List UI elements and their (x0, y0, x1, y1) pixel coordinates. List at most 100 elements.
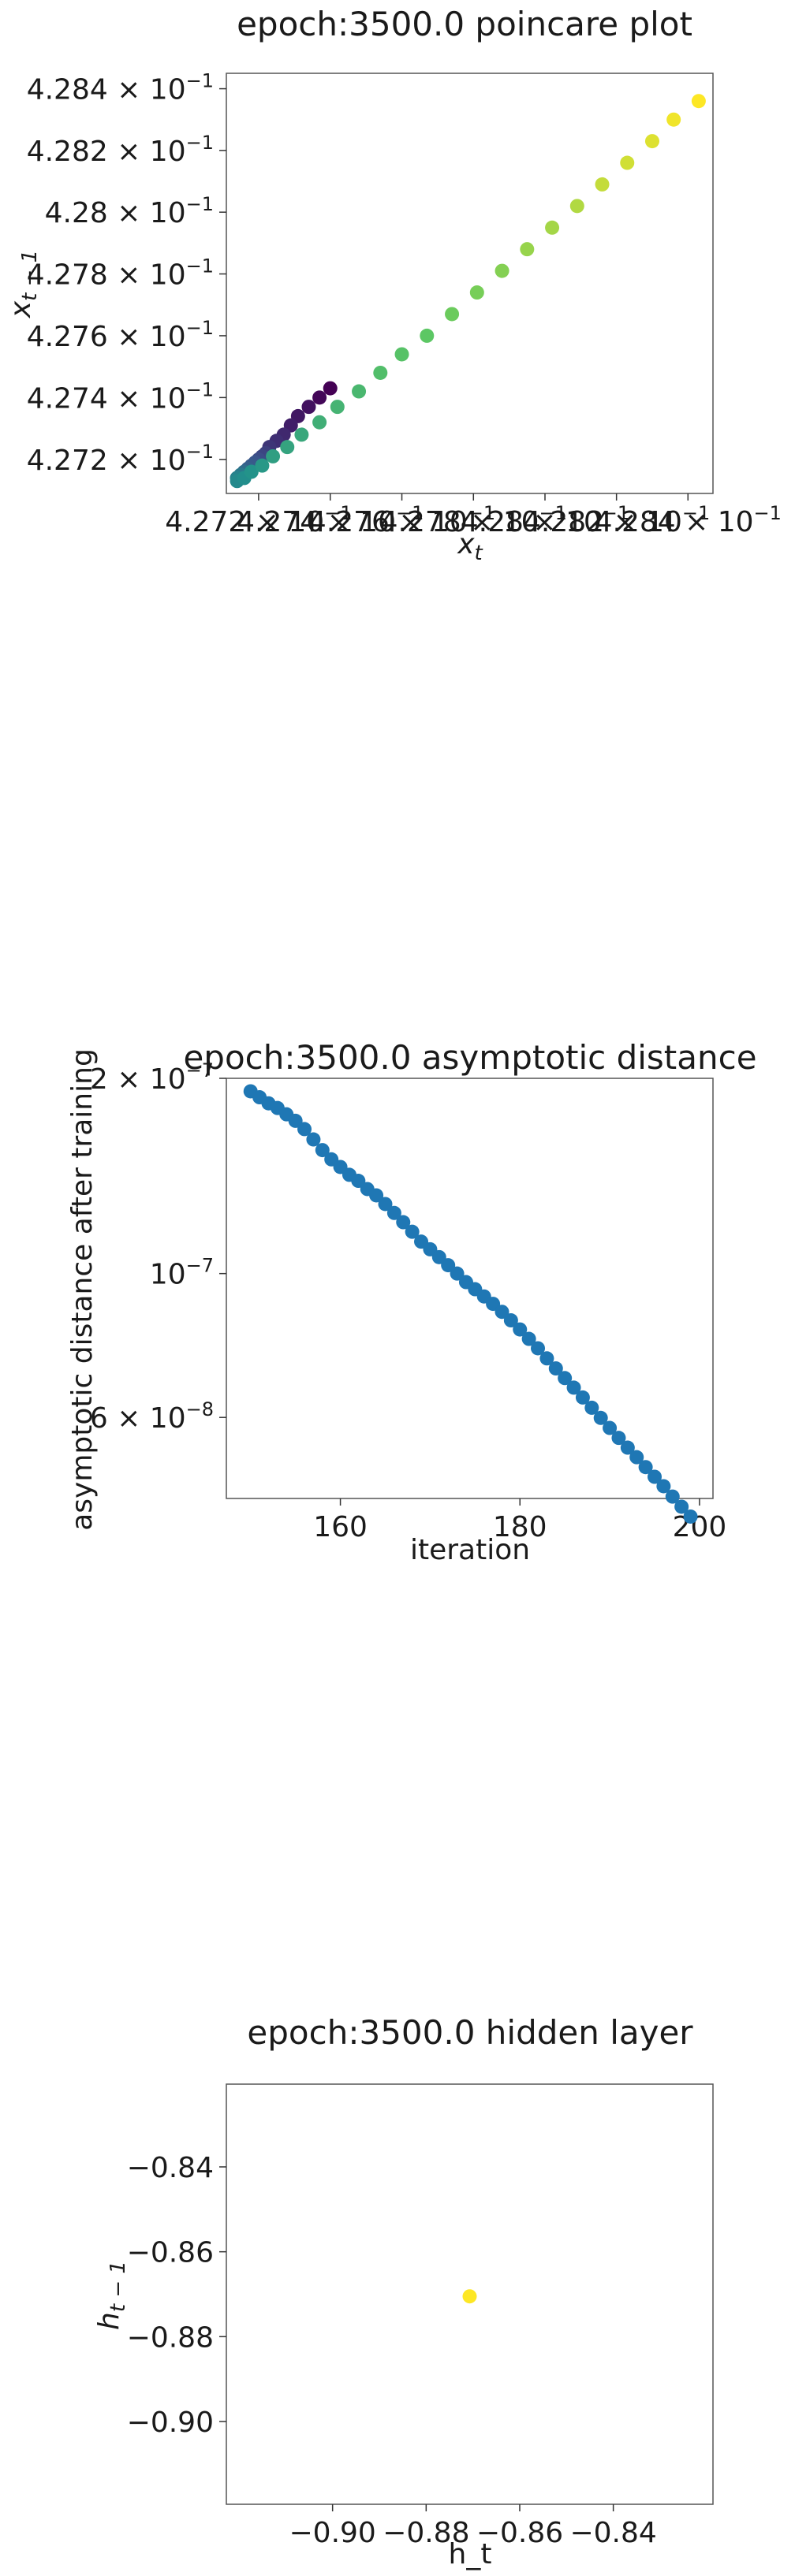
x-tick-label: 4.274 × 10−1 (237, 502, 424, 538)
data-point (405, 1224, 420, 1239)
asymptotic-distance-y-ticks: 6 × 10−8 10−7 2 × 10−7 (90, 1059, 226, 1435)
y-tick-label: 4.282 × 10−1 (27, 132, 214, 168)
poincare-plot-x-ticks: 4.272 × 10−14.274 × 10−14.276 × 10−14.27… (165, 493, 782, 538)
data-point (445, 307, 460, 322)
y-tick-label: −0.88 (127, 2321, 214, 2354)
x-tick-label: 4.284 × 10−1 (595, 502, 782, 538)
data-point (520, 242, 535, 257)
data-point (255, 458, 270, 473)
data-point (266, 449, 281, 463)
poincare-plot-y-label: xt − 1 (5, 250, 42, 318)
y-tick-label: 4.28 × 10−1 (45, 193, 214, 229)
poincare-plot-frame (226, 73, 714, 494)
asymptotic-distance-x-ticks: 160 180 200 (313, 1498, 726, 1543)
y-tick-label: 6 × 10−8 (90, 1398, 214, 1435)
hidden-layer-chart: epoch:3500.0 hidden layer −0.84−0.86−0.8… (93, 2013, 714, 2570)
data-point (620, 155, 635, 170)
data-point (244, 464, 259, 479)
x-tick-label: 4.28 × 10−1 (461, 502, 629, 538)
x-tick-label: 4.278 × 10−1 (380, 502, 567, 538)
data-point (420, 328, 435, 343)
y-tick-label: 4.276 × 10−1 (27, 317, 214, 353)
y-tick-label: 2 × 10−7 (90, 1059, 214, 1096)
data-point (441, 1258, 456, 1273)
y-tick-label: −0.86 (127, 2237, 214, 2269)
x-tick-label: −0.84 (569, 2517, 656, 2549)
y-tick-label: −0.90 (127, 2407, 214, 2439)
data-point (566, 1380, 581, 1395)
data-point (373, 365, 388, 380)
data-point (648, 1469, 662, 1484)
y-tick-label: −0.84 (127, 2152, 214, 2184)
data-point (611, 1431, 626, 1446)
data-point (666, 112, 681, 127)
data-point (691, 94, 706, 109)
data-point (629, 1450, 644, 1465)
data-point (306, 1132, 321, 1147)
data-point (378, 1197, 393, 1212)
data-point (531, 1341, 546, 1356)
data-point (323, 381, 338, 396)
y-tick-label: 10−7 (150, 1255, 214, 1291)
y-tick-label: 4.278 × 10−1 (27, 255, 214, 292)
data-point (545, 220, 560, 235)
data-point (620, 1440, 635, 1455)
data-point (656, 1479, 671, 1494)
data-point (674, 1499, 689, 1514)
data-point (495, 263, 509, 278)
poincare-plot-title: epoch:3500.0 poincare plot (237, 5, 692, 43)
data-point (315, 1143, 330, 1158)
y-tick-label: 4.284 × 10−1 (27, 70, 214, 106)
data-point (450, 1266, 465, 1281)
data-point (683, 1509, 698, 1524)
data-point (462, 2289, 477, 2304)
asymptotic-distance-chart: epoch:3500.0 asymptotic distance 6 × 10−… (66, 1038, 757, 1566)
data-point (312, 415, 327, 430)
data-point (301, 400, 316, 415)
data-point (644, 134, 659, 149)
x-tick-label: 200 (673, 1511, 727, 1543)
data-point (495, 1305, 509, 1320)
data-point (297, 1122, 312, 1137)
data-point (665, 1489, 680, 1504)
poincare-plot-y-ticks: 4.272 × 10−1 4.274 × 10−1 4.276 × 10−1 4.27… (27, 70, 226, 477)
data-point (548, 1361, 563, 1376)
data-point (638, 1460, 653, 1475)
data-point (330, 400, 345, 415)
asymptotic-distance-y-label: asymptotic distance after training (66, 1048, 99, 1531)
data-point (394, 347, 409, 362)
x-tick-label: −0.88 (383, 2517, 469, 2549)
data-point (513, 1322, 528, 1337)
x-tick-label: 4.272 × 10−1 (165, 502, 352, 538)
asymptotic-distance-frame (226, 1078, 714, 1499)
data-point (503, 1313, 518, 1328)
data-point (595, 177, 610, 192)
data-point (351, 1174, 366, 1189)
data-point (280, 440, 295, 455)
x-tick-label: −0.86 (476, 2517, 563, 2549)
data-point (352, 384, 367, 399)
data-point (603, 1420, 618, 1435)
data-point (294, 427, 309, 442)
asymptotic-distance-title: epoch:3500.0 asymptotic distance (183, 1038, 756, 1077)
data-point (369, 1188, 384, 1203)
data-point (521, 1331, 536, 1346)
poincare-plot-chart: epoch:3500.0 poincare plot 4.272 × 10−14… (5, 5, 782, 565)
asymptotic-distance-points (243, 1084, 698, 1524)
x-tick-label: 180 (493, 1511, 547, 1543)
x-tick-label: 160 (313, 1511, 368, 1543)
data-point (569, 199, 584, 214)
hidden-layer-points (462, 2289, 477, 2304)
data-point (386, 1205, 401, 1220)
data-point (584, 1400, 599, 1415)
hidden-layer-x-label: h_t (449, 2538, 492, 2570)
hidden-layer-y-ticks: −0.84 −0.86 −0.88 −0.90 (127, 2152, 226, 2439)
data-point (558, 1371, 573, 1386)
poincare-plot-points (230, 94, 706, 489)
x-tick-label: 4.282 × 10−1 (523, 502, 710, 538)
data-point (539, 1351, 554, 1366)
data-point (288, 1113, 303, 1128)
x-tick-label: −0.90 (289, 2517, 376, 2549)
y-tick-label: 4.274 × 10−1 (27, 378, 214, 415)
hidden-layer-frame (226, 2083, 714, 2505)
